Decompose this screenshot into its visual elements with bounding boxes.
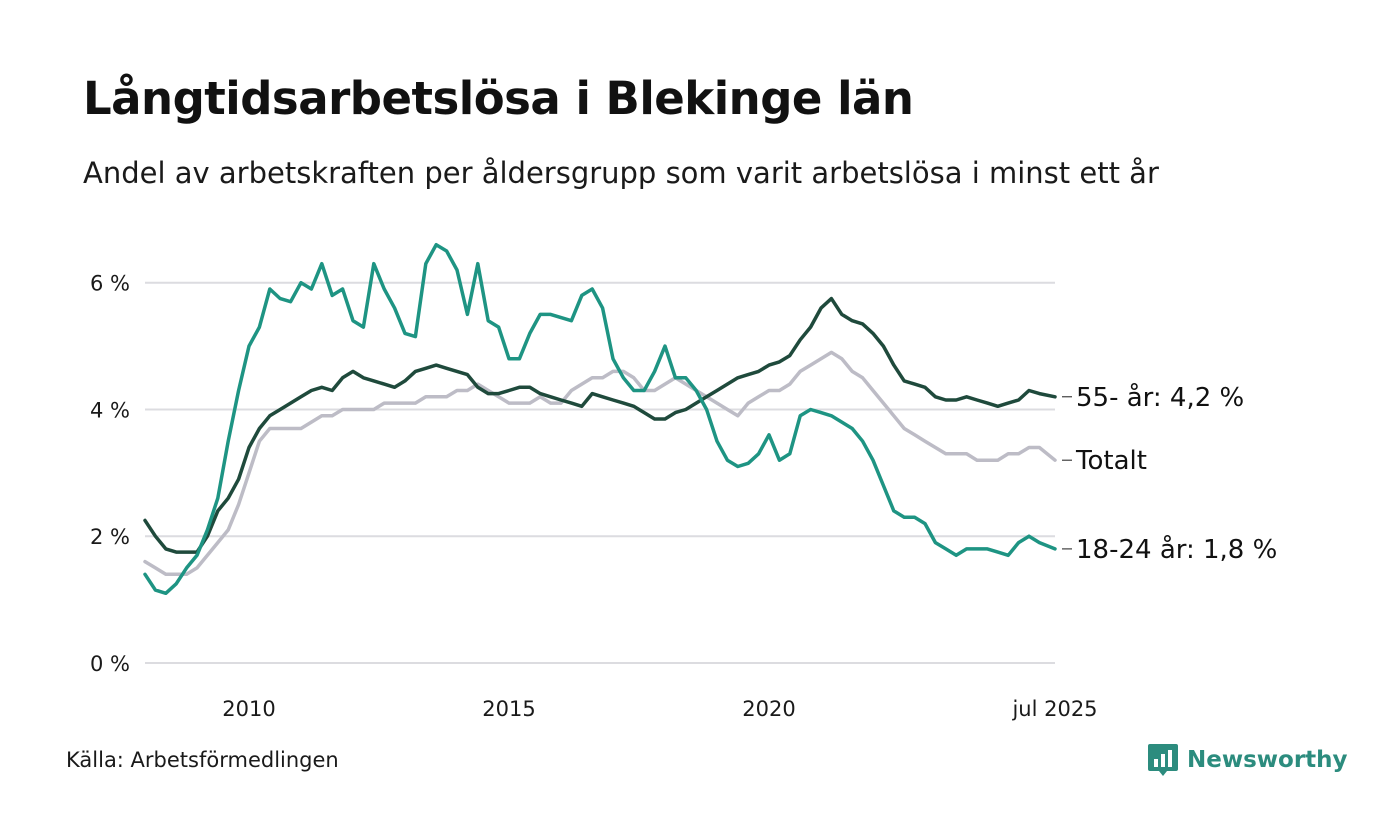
newsworthy-logo-text: Newsworthy [1187, 747, 1348, 773]
x-tick-label: 2020 [742, 697, 795, 721]
series-end-labels: Totalt 55- år: 4,2 % 18-24 år: 1,8 % [1062, 382, 1277, 565]
newsworthy-logo: Newsworthy [1147, 742, 1348, 778]
series-lines [143, 242, 1057, 596]
y-tick-label: 0 % [90, 652, 130, 676]
series-end-label: 18-24 år: 1,8 % [1076, 534, 1277, 565]
series-line-1 [143, 296, 1057, 554]
series-line-0 [143, 350, 1057, 577]
newsworthy-logo-icon [1148, 744, 1178, 776]
series-line-2 [143, 242, 1057, 596]
x-tick-label: 2010 [222, 697, 275, 721]
x-axis-tick-labels: 2010 2015 2020 jul 2025 [222, 697, 1097, 721]
series-end-label: Totalt [1075, 446, 1147, 476]
y-axis-tick-labels: 0 % 2 % 4 % 6 % [90, 272, 130, 676]
y-tick-label: 2 % [90, 525, 130, 549]
x-tick-label: 2015 [482, 697, 535, 721]
source-note: Källa: Arbetsförmedlingen [66, 748, 339, 772]
y-tick-label: 4 % [90, 398, 130, 422]
gridlines [145, 281, 1055, 664]
y-tick-label: 6 % [90, 272, 130, 296]
chart-title: Långtidsarbetslösa i Blekinge län [83, 72, 914, 125]
chart-subtitle: Andel av arbetskraften per åldersgrupp s… [83, 156, 1159, 190]
x-tick-label: jul 2025 [1011, 697, 1097, 721]
series-end-label: 55- år: 4,2 % [1076, 382, 1244, 413]
